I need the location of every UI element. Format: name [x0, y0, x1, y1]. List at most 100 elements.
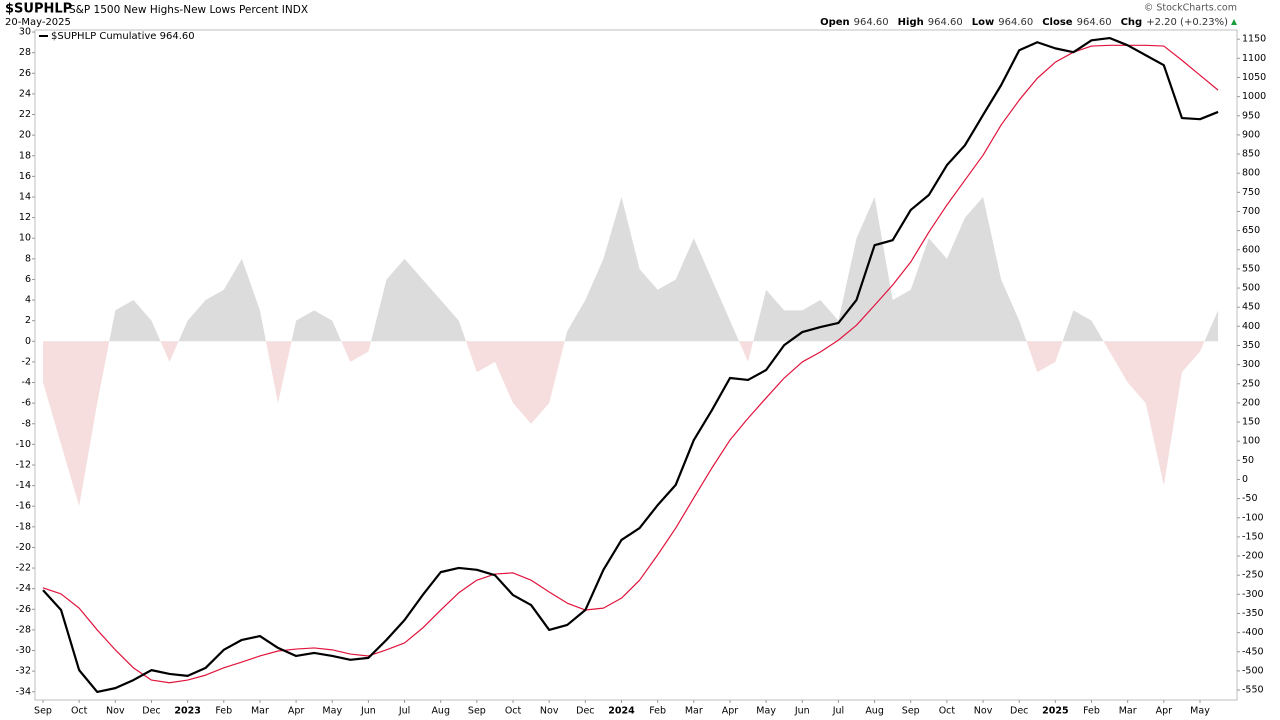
- y2-tick-label: -550: [1242, 685, 1264, 696]
- y-tick-label: 0: [25, 336, 31, 347]
- y2-tick-label: -500: [1242, 665, 1264, 676]
- y2-tick-label: 700: [1242, 206, 1260, 217]
- y2-tick-label: 100: [1242, 436, 1260, 447]
- y2-tick-label: -150: [1242, 531, 1264, 542]
- x-tick-label: Mar: [1119, 706, 1137, 717]
- y-tick-label: 22: [19, 109, 31, 120]
- x-tick-label: Dec: [142, 706, 160, 717]
- y2-tick-label: 650: [1242, 225, 1260, 236]
- y-tick-label: -12: [15, 459, 31, 470]
- y2-tick-label: -100: [1242, 512, 1264, 523]
- x-tick-label: Aug: [431, 706, 450, 717]
- y-tick-label: -18: [15, 521, 31, 532]
- y-tick-label: -2: [22, 356, 31, 367]
- y2-tick-label: 250: [1242, 378, 1260, 389]
- y-tick-label: 16: [19, 171, 31, 182]
- y-tick-label: 10: [19, 233, 31, 244]
- x-tick-label: 2024: [608, 706, 635, 717]
- y-tick-label: 26: [19, 68, 31, 79]
- x-tick-label: Apr: [1156, 706, 1173, 717]
- chart-subtitle: S&P 1500 New Highs-New Lows Percent INDX: [69, 4, 308, 16]
- x-tick-label: Jul: [832, 706, 844, 717]
- y2-tick-label: 850: [1242, 149, 1260, 160]
- y2-tick-label: 750: [1242, 187, 1260, 198]
- y2-tick-label: 500: [1242, 283, 1260, 294]
- y2-tick-label: -400: [1242, 627, 1264, 638]
- x-tick-label: Dec: [576, 706, 594, 717]
- y-tick-label: -30: [15, 645, 31, 656]
- quote-label: High: [898, 17, 924, 28]
- x-tick-label: May: [322, 706, 342, 717]
- y-tick-label: 20: [19, 130, 31, 141]
- y2-tick-label: 50: [1242, 455, 1254, 466]
- y-tick-label: -24: [15, 583, 31, 594]
- y2-tick-label: 950: [1242, 110, 1260, 121]
- x-tick-label: Nov: [106, 706, 125, 717]
- y2-tick-label: 600: [1242, 244, 1260, 255]
- x-tick-label: Nov: [540, 706, 559, 717]
- x-tick-label: Jul: [398, 706, 410, 717]
- x-tick-label: Apr: [288, 706, 305, 717]
- y-tick-label: -26: [15, 604, 31, 615]
- x-tick-label: Sep: [468, 706, 486, 717]
- legend-entry: $SUPHLP Cumulative 964.60: [51, 31, 195, 42]
- quote-value: 964.60: [1077, 17, 1112, 28]
- credit: © StockCharts.com: [1144, 3, 1237, 14]
- y-tick-label: -6: [22, 398, 31, 409]
- y-tick-label: 28: [19, 47, 31, 58]
- y-tick-label: 12: [19, 212, 31, 223]
- y2-tick-label: 400: [1242, 321, 1260, 332]
- x-tick-label: Mar: [251, 706, 269, 717]
- quote-label: Close: [1042, 17, 1073, 28]
- x-tick-label: Feb: [1083, 706, 1100, 717]
- moving-average-line: [42, 44, 1219, 684]
- y-tick-label: -16: [15, 501, 31, 512]
- y2-tick-label: -350: [1242, 608, 1264, 619]
- y-tick-label: -34: [15, 686, 31, 697]
- x-tick-label: Sep: [902, 706, 920, 717]
- y-tick-label: -10: [15, 439, 31, 450]
- y-tick-label: -32: [15, 666, 31, 677]
- chart-date: 20-May-2025: [5, 17, 71, 28]
- y-tick-label: 30: [19, 27, 31, 38]
- y2-tick-label: 350: [1242, 340, 1260, 351]
- y-tick-label: 14: [19, 191, 31, 202]
- y-tick-label: -28: [15, 624, 31, 635]
- quote-value: +2.20 (+0.23%): [1146, 17, 1228, 28]
- y2-tick-label: 1050: [1242, 72, 1266, 83]
- quote-line: Open 964.60 High 964.60 Low 964.60 Close 964.60…: [820, 17, 1228, 28]
- x-tick-label: Oct: [505, 706, 522, 717]
- y-tick-label: -14: [15, 480, 31, 491]
- y2-tick-label: 900: [1242, 129, 1260, 140]
- x-tick-label: Feb: [215, 706, 232, 717]
- y-tick-label: -4: [22, 377, 31, 388]
- y2-tick-label: 200: [1242, 397, 1260, 408]
- x-tick-label: Oct: [939, 706, 956, 717]
- y2-tick-label: 800: [1242, 168, 1260, 179]
- y2-tick-label: -300: [1242, 589, 1264, 600]
- x-tick-label: Oct: [71, 706, 88, 717]
- x-tick-label: Apr: [722, 706, 739, 717]
- x-tick-label: Dec: [1010, 706, 1028, 717]
- x-tick-label: May: [1190, 706, 1210, 717]
- x-tick-label: Jun: [794, 706, 810, 717]
- quote-value: 964.60: [928, 17, 963, 28]
- y-tick-label: 24: [19, 88, 31, 99]
- y2-tick-label: 300: [1242, 359, 1260, 370]
- y2-tick-label: 1000: [1242, 91, 1266, 102]
- y-tick-label: 6: [25, 274, 31, 285]
- y2-tick-label: 0: [1242, 474, 1248, 485]
- cumulative-line: [42, 36, 1219, 694]
- y2-tick-label: 1150: [1242, 34, 1266, 45]
- y-tick-label: -20: [15, 542, 31, 553]
- y-tick-label: -22: [15, 563, 31, 574]
- x-tick-label: May: [756, 706, 776, 717]
- y2-tick-label: 150: [1242, 417, 1260, 428]
- x-tick-label: Mar: [685, 706, 703, 717]
- y2-tick-label: -50: [1242, 493, 1258, 504]
- plot-frame: [34, 29, 1238, 701]
- quote-value: 964.60: [998, 17, 1033, 28]
- plot-area: [42, 36, 1219, 694]
- x-tick-label: Sep: [34, 706, 52, 717]
